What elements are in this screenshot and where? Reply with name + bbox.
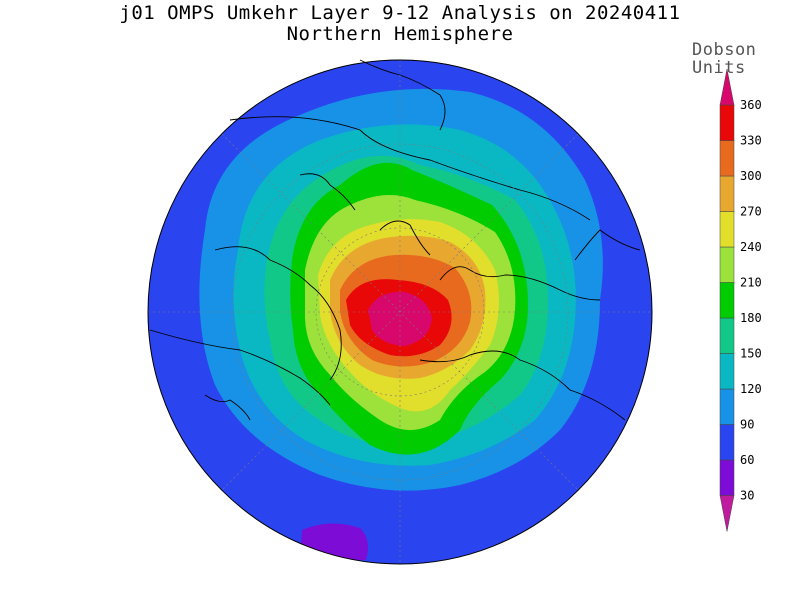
colorbar-segment [719,140,735,177]
map-title: j01 OMPS Umkehr Layer 9-12 Analysis on 2… [119,2,681,24]
ozone-field [148,60,652,564]
colorbar-segment [719,424,735,461]
band-above-360 [368,291,432,346]
coastlines [149,59,641,421]
colorbar-tick-label: 240 [740,240,762,254]
colorbar-tick-label: 90 [740,418,754,432]
colorbar-segment [719,388,735,425]
colorbar-tick-label: 300 [740,169,762,183]
colorbar-segment [719,175,735,212]
map-border [147,59,653,565]
colorbar-title-line1: Dobson [692,40,757,60]
colorbar-segment [719,317,735,354]
colorbar-segment [719,104,735,141]
colorbar-tick-label: 330 [740,134,762,148]
colorbar-tick-label: 30 [740,489,754,503]
colorbar-segment [719,211,735,248]
colorbar-title-line2: Units [692,58,746,78]
map-subtitle: Northern Hemisphere [286,23,514,45]
colorbar-tick-label: 120 [740,382,762,396]
colorbar-tick-label: 270 [740,205,762,219]
colorbar-segment [719,459,735,496]
colorbar-segment [719,246,735,283]
colorbar-tick-label: 150 [740,347,762,361]
colorbar-high-extension [719,68,735,106]
colorbar-tick-label: 360 [740,98,762,112]
colorbar-tick-label: 180 [740,311,762,325]
colorbar-segment [719,353,735,390]
colorbar-tick-label: 210 [740,276,762,290]
colorbar-segment [719,282,735,319]
graticule [148,60,652,564]
colorbar-low-extension [719,495,735,532]
colorbar-tick-label: 60 [740,453,754,467]
